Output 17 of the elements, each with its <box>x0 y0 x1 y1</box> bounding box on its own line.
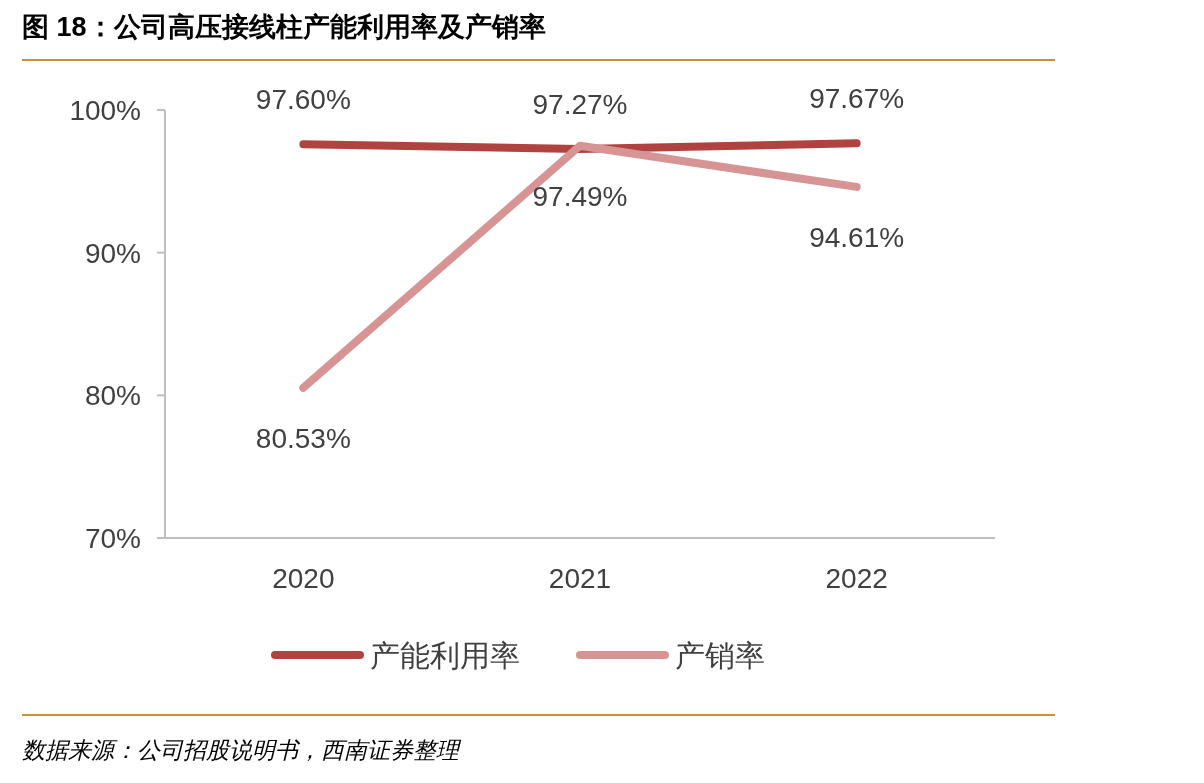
data-label: 97.49% <box>532 180 628 212</box>
data-label: 97.27% <box>532 88 628 120</box>
data-label: 80.53% <box>255 422 351 454</box>
source-note: 数据来源：公司招股说明书，西南证券整理 <box>22 737 462 763</box>
data-label: 97.60% <box>255 84 351 116</box>
x-tick-label: 2021 <box>548 563 612 594</box>
x-tick-label: 2022 <box>825 563 888 594</box>
x-tick-label: 2020 <box>272 563 335 594</box>
legend-label: 产能利用率 <box>370 639 520 672</box>
chart-title: 图 18：公司高压接线柱产能利用率及产销率 <box>22 12 546 42</box>
y-tick-label: 100% <box>69 95 141 126</box>
y-tick-label: 70% <box>84 523 141 554</box>
data-label: 94.61% <box>809 221 905 253</box>
y-tick-label: 90% <box>84 237 141 269</box>
legend-label: 产销率 <box>675 639 765 672</box>
y-tick-label: 80% <box>84 380 141 412</box>
data-label: 97.67% <box>809 83 905 115</box>
